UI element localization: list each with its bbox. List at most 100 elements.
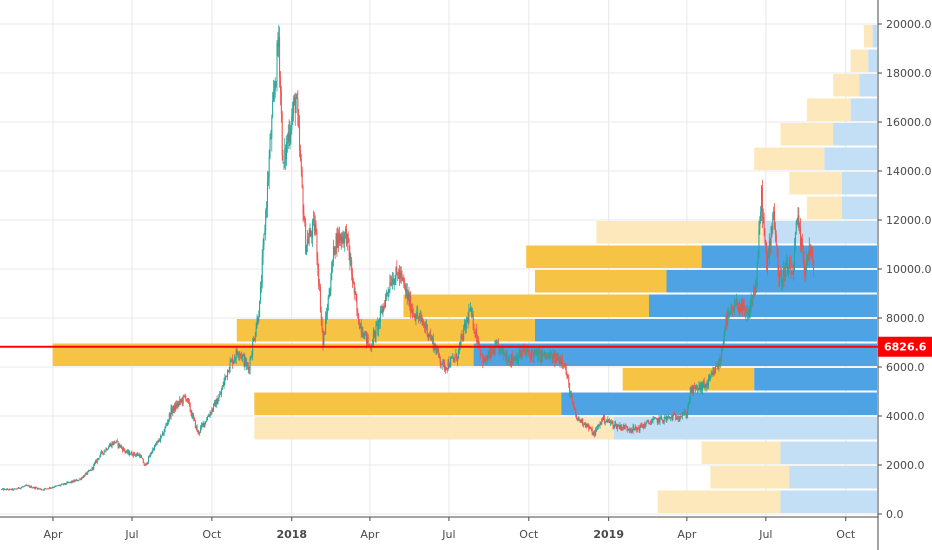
candle-body — [227, 370, 229, 373]
candle-body — [380, 310, 382, 312]
candle-body — [122, 448, 124, 451]
candle-body — [356, 300, 358, 311]
candle-body — [97, 458, 99, 460]
candle-body — [572, 402, 574, 405]
candle-body — [130, 452, 132, 455]
candle-body — [708, 378, 710, 380]
candle-body — [320, 311, 322, 320]
candle-body — [417, 311, 419, 317]
candle-body — [394, 278, 396, 284]
candle-body — [769, 240, 771, 247]
candle-body — [210, 412, 212, 414]
price-label-tag[interactable] — [878, 336, 932, 357]
candle-body — [114, 441, 116, 444]
candle-body — [497, 342, 499, 347]
candle-body — [28, 485, 30, 487]
candle-body — [624, 426, 626, 430]
time-axis[interactable]: Apr Jul Oct 2018 Apr Jul Oct 2019 Apr Jul Oct — [0, 516, 878, 541]
candle-body — [717, 367, 719, 369]
candle-body — [479, 346, 481, 354]
candle-body — [609, 422, 611, 424]
candle-body — [697, 388, 699, 391]
candle-body — [642, 426, 644, 428]
candle-body — [784, 270, 786, 282]
candle-body — [104, 450, 106, 452]
candle-body — [557, 357, 559, 359]
volume-profile-bar-up — [52, 343, 474, 366]
candle-body — [372, 344, 374, 347]
candle-body — [136, 453, 138, 455]
candle-body — [438, 348, 439, 354]
price-axis[interactable]: 0.0 2000.0 4000.0 6000.0 8000.0 10000.0 12000.… — [877, 0, 932, 550]
candle-body — [27, 485, 29, 487]
volume-profile-bar-up — [622, 368, 755, 391]
candle-body — [276, 43, 278, 82]
candle-body — [544, 352, 546, 356]
candle-body — [677, 418, 679, 420]
candle-body — [739, 306, 741, 311]
candle-body — [379, 310, 381, 323]
candle-body — [813, 260, 815, 271]
candle-body — [125, 451, 127, 453]
candle-body — [643, 424, 645, 427]
candle-body — [727, 313, 729, 326]
candle-body — [575, 410, 577, 416]
candle-body — [767, 256, 769, 259]
candle-body — [689, 387, 691, 400]
candle-body — [224, 377, 226, 382]
candle-body — [576, 415, 578, 420]
candle-body — [211, 408, 213, 414]
candle-body — [807, 254, 809, 259]
candle-body — [470, 307, 472, 312]
candle-body — [265, 211, 267, 231]
candle-body — [232, 358, 234, 365]
candle-body — [517, 355, 519, 362]
candle-body — [296, 97, 298, 99]
candle-body — [802, 249, 804, 259]
candle-body — [621, 427, 623, 430]
candle-body — [770, 226, 772, 247]
candle-body — [536, 350, 538, 360]
candle-body — [611, 421, 613, 423]
candle-body — [620, 424, 622, 430]
candle-body — [389, 282, 391, 291]
candle-body — [447, 361, 449, 370]
candle-body — [599, 422, 601, 427]
candle-body — [90, 469, 92, 471]
candle-body — [704, 384, 706, 388]
candle-body — [253, 338, 255, 340]
volume-profile-bar-down — [762, 221, 877, 244]
candle-body — [686, 415, 688, 417]
candle-body — [738, 309, 740, 311]
volume-profile-bar-down — [824, 147, 877, 170]
candle-body — [418, 317, 420, 319]
candle-body — [791, 272, 793, 275]
candle-body — [581, 418, 583, 423]
candle-body — [105, 448, 107, 451]
candle-body — [566, 374, 568, 378]
candle-body — [200, 424, 202, 428]
candle-body — [282, 155, 284, 164]
candle-body — [640, 424, 642, 426]
candle-body — [312, 219, 314, 222]
candle-body — [299, 126, 301, 150]
candle-body — [264, 230, 266, 234]
candle-body — [29, 486, 31, 488]
candle-body — [490, 348, 492, 357]
candle-body — [127, 450, 129, 454]
candle-body — [52, 487, 54, 489]
candle-body — [789, 263, 791, 265]
candle-body — [335, 234, 337, 248]
candle-body — [740, 306, 742, 311]
candle-body — [523, 348, 525, 353]
candle-body — [786, 261, 788, 269]
candle-body — [25, 485, 27, 486]
candle-body — [20, 487, 22, 489]
candle-body — [226, 375, 228, 377]
candle-body — [197, 431, 199, 433]
candle-body — [668, 416, 670, 419]
candle-body — [596, 428, 598, 430]
time-axis-tick-label: Oct — [519, 528, 539, 541]
candle-body — [800, 227, 802, 247]
